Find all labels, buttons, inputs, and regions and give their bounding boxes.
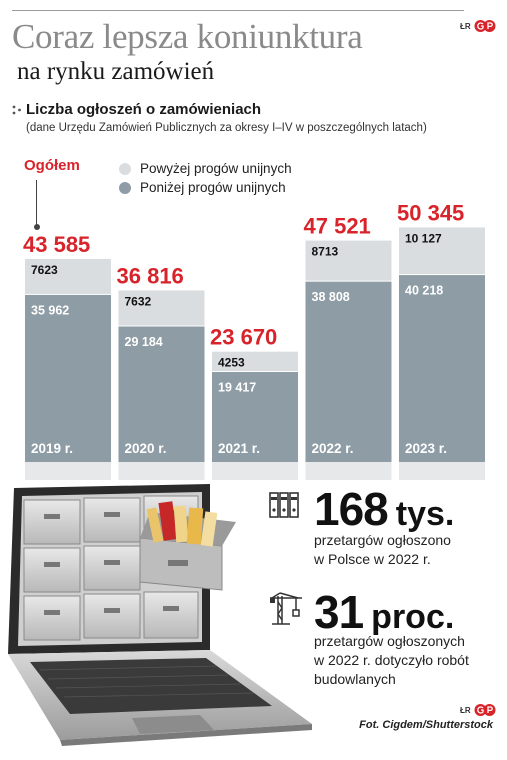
footer-logo-text: ŁR	[460, 705, 471, 715]
construction-crane-icon	[270, 592, 302, 625]
x-tick-label: 2020 r.	[125, 441, 167, 456]
x-tick-label: 2021 r.	[218, 441, 260, 456]
stacked-bar-chart: 7623 35 962 2019 r. 43 585 7632 29 184 2020 r.…	[23, 200, 485, 480]
x-tick-label: 2022 r.	[312, 441, 354, 456]
legend-item-below-eu: Poniżej progów unijnych	[119, 180, 286, 195]
total-label: 47 521	[304, 214, 371, 239]
bar-segment-above-eu	[25, 258, 111, 295]
bar-segment-above-eu	[399, 227, 485, 275]
legend-label-above-eu: Powyżej progów unijnych	[140, 161, 292, 176]
bar-segment-below-eu	[305, 281, 392, 462]
bar-base-stripe	[305, 462, 392, 480]
stat-unit: proc.	[371, 598, 455, 636]
total-label: 43 585	[23, 232, 90, 257]
data-label-below-eu: 38 808	[312, 290, 350, 304]
segment-divider	[212, 371, 298, 373]
segment-divider	[25, 293, 111, 295]
stat-31-description: przetargów ogłoszonych w 2022 r. dotyczy…	[314, 632, 469, 689]
total-pointer-dot	[33, 224, 40, 230]
bar-base-stripe	[118, 462, 205, 480]
legend-total-label: Ogółem	[24, 157, 80, 174]
bar-segment-below-eu	[212, 371, 298, 462]
legend-swatch-below-eu	[119, 181, 131, 194]
gp-logo-icon	[474, 704, 496, 716]
bar-segment-above-eu	[305, 240, 392, 282]
data-label-below-eu: 29 184	[125, 335, 163, 349]
chart-note: (dane Urzędu Zamówień Publicznych za okr…	[26, 122, 427, 134]
bar-base-stripe	[25, 462, 111, 480]
data-label-below-eu: 19 417	[218, 381, 256, 395]
data-label-above-eu: 10 127	[405, 231, 442, 245]
x-tick-label: 2019 r.	[31, 441, 73, 456]
segment-divider	[305, 280, 392, 282]
bar-segment-above-eu	[118, 290, 205, 327]
total-pointer-line	[36, 180, 37, 226]
bar-base-stripe	[399, 462, 485, 480]
page-title: Coraz lepsza koniunktura	[12, 17, 363, 56]
stat-unit: tys.	[395, 495, 455, 533]
data-label-above-eu: 8713	[312, 245, 339, 259]
bar-segment-below-eu	[25, 294, 111, 462]
publisher-logo: ŁR	[460, 19, 496, 33]
data-label-above-eu: 7632	[125, 294, 152, 308]
x-tick-label: 2023 r.	[405, 441, 447, 456]
logo-text: ŁR	[460, 21, 471, 31]
bar-segment-above-eu	[212, 351, 298, 372]
stat-31-value: 31 proc.	[314, 585, 454, 639]
chart-title: Liczba ogłoszeń o zamówieniach	[26, 101, 262, 118]
data-label-below-eu: 40 218	[405, 284, 443, 298]
bar-segment-below-eu	[399, 274, 485, 462]
total-label: 50 345	[397, 200, 464, 225]
segment-divider	[399, 274, 485, 276]
total-label: 23 670	[210, 325, 277, 350]
stat-value: 31	[314, 586, 364, 638]
data-label-below-eu: 35 962	[31, 303, 69, 317]
bar-segment-below-eu	[118, 326, 205, 462]
segment-divider	[118, 325, 205, 327]
stat-desc-line: w 2022 r. dotyczyło robót	[314, 652, 469, 668]
stat-value: 168	[314, 483, 389, 535]
total-label: 36 816	[117, 263, 184, 288]
gp-logo-icon	[474, 20, 496, 32]
data-label-above-eu: 4253	[218, 356, 245, 370]
bar-base-stripe	[212, 462, 298, 480]
photo-credit: Fot. Cigdem/Shutterstock	[359, 719, 493, 731]
laptop-filing-cabinet-illustration	[8, 484, 312, 746]
legend-label-below-eu: Poniżej progów unijnych	[140, 180, 286, 195]
stat-desc-line: budowlanych	[314, 671, 396, 687]
legend-swatch-above-eu	[119, 162, 131, 175]
stat-desc-line: przetargów ogłoszono	[314, 532, 451, 548]
top-rule	[12, 10, 464, 11]
stat-desc-line: przetargów ogłoszonych	[314, 633, 465, 649]
stat-168-value: 168 tys.	[314, 482, 454, 536]
footer-logo: ŁR	[460, 703, 496, 717]
page-subtitle: na rynku zamówień	[17, 58, 215, 85]
binders-icon	[269, 492, 299, 518]
stat-168-description: przetargów ogłoszono w Polsce w 2022 r.	[314, 531, 451, 569]
section-bullet-icon	[12, 105, 21, 115]
legend-item-above-eu: Powyżej progów unijnych	[119, 161, 292, 176]
data-label-above-eu: 7623	[31, 263, 58, 277]
stat-desc-line: w Polsce w 2022 r.	[314, 551, 431, 567]
